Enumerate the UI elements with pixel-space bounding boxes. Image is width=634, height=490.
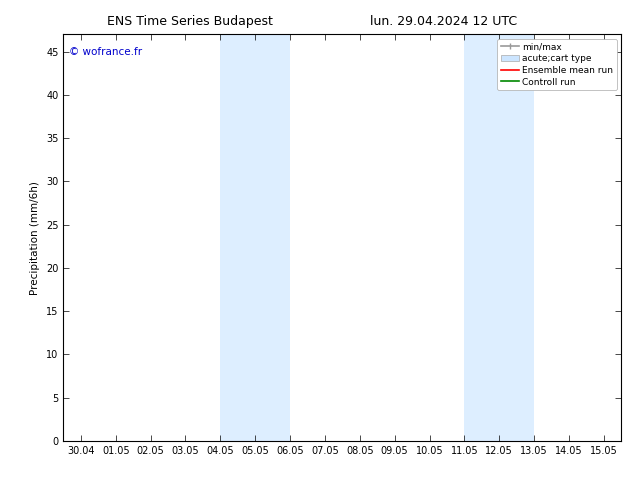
Text: lun. 29.04.2024 12 UTC: lun. 29.04.2024 12 UTC (370, 15, 517, 28)
Bar (255, 34, 290, 441)
Legend: min/max, acute;cart type, Ensemble mean run, Controll run: min/max, acute;cart type, Ensemble mean … (497, 39, 617, 90)
Bar (500, 34, 534, 441)
Bar (464, 34, 500, 441)
Bar (221, 34, 255, 441)
Text: ENS Time Series Budapest: ENS Time Series Budapest (107, 15, 273, 28)
Y-axis label: Precipitation (mm/6h): Precipitation (mm/6h) (30, 181, 41, 294)
Text: © wofrance.fr: © wofrance.fr (69, 47, 142, 56)
